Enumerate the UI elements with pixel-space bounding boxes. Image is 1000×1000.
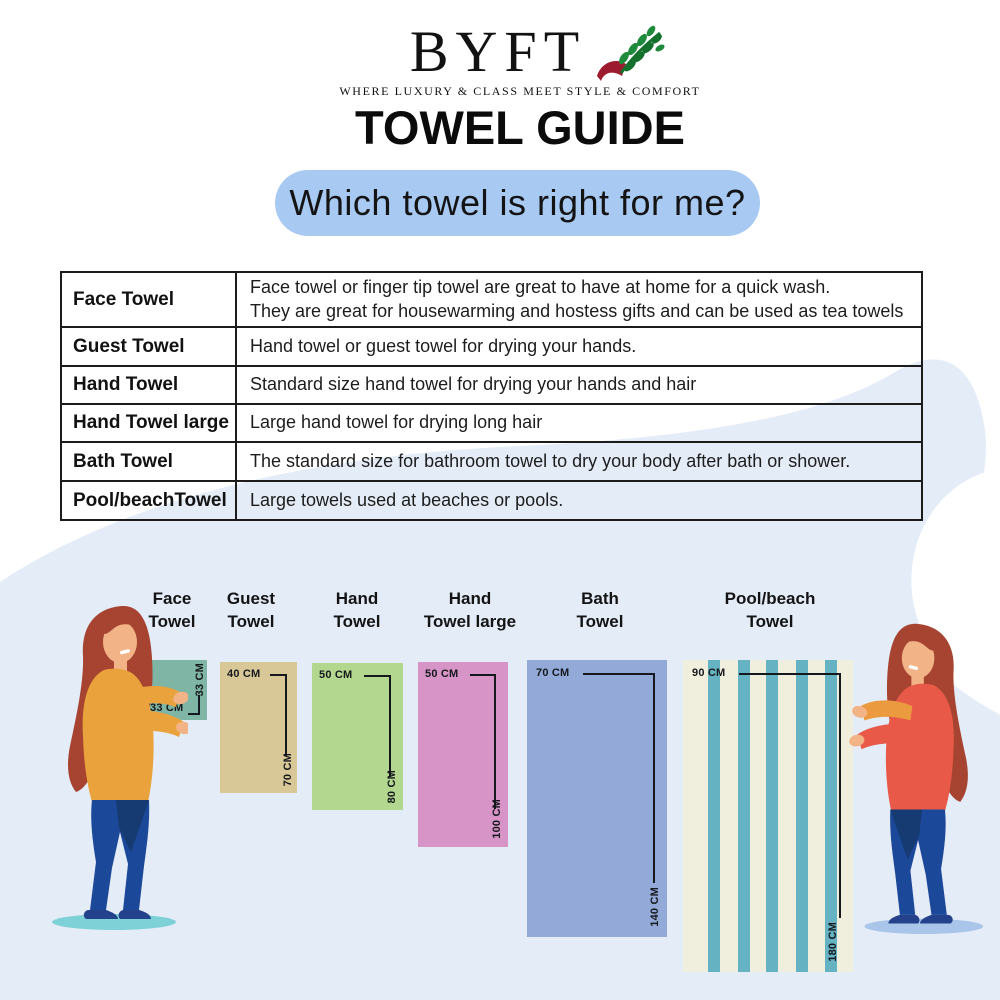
towel-type-cell: Bath Towel [62,443,237,480]
dimension-line [739,673,841,918]
table-row: Hand Towel large Large hand towel for dr… [60,403,923,443]
woman-illustration-right [849,623,984,934]
dimension-line [583,673,655,883]
dimension-line [270,674,287,756]
table-row: Guest Towel Hand towel or guest towel fo… [60,326,923,367]
dimension-line [470,674,496,809]
towel-stripe [708,660,720,972]
towel-description-cell: Hand towel or guest towel for drying you… [250,335,637,356]
size-chart-header-guest: Guest Towel [226,589,276,631]
towel-swatch-hand-large: 50 CM 100 CM [418,662,508,847]
height-dimension-label: 100 CM [491,799,503,839]
height-dimension-label: 140 CM [649,887,661,927]
brand-name: BYFT [409,19,587,84]
towel-swatch-guest: 40 CM 70 CM [220,662,297,793]
towel-swatch-hand: 50 CM 80 CM [312,663,403,810]
size-chart-header-pool: Pool/beach Towel [724,589,816,631]
towel-stripe [825,660,837,972]
towel-guide-table: Face Towel Face towel or finger tip towe… [60,271,923,521]
towel-type-cell: Pool/beachTowel [62,482,237,519]
width-dimension-label: 90 CM [692,667,726,679]
height-dimension-label: 70 CM [282,752,294,786]
brand-tagline: WHERE LUXURY & CLASS MEET STYLE & COMFOR… [339,84,701,98]
towel-description-cell: Large towels used at beaches or pools. [250,489,564,510]
dimension-line [364,675,391,777]
dimension-line [188,695,200,715]
towel-description-cell: The standard size for bathroom towel to … [250,450,851,471]
brand-logo: BYFT [38,22,1000,86]
towel-description-cell: Large hand towel for drying long hair [250,412,543,433]
width-dimension-label: 50 CM [319,669,353,681]
towel-description-cell: Face towel or finger tip towel are great… [250,276,904,321]
size-chart-header-bath: Bath Towel [576,589,624,631]
width-dimension-label: 50 CM [425,668,459,680]
towel-swatch-pool-beach: 90 CM 180 CM [683,660,853,972]
leaf-logo-icon [597,25,665,81]
towel-stripe [738,660,750,972]
towel-type-cell: Guest Towel [62,328,237,365]
towel-type-cell: Face Towel [62,273,237,326]
height-dimension-label: 33 CM [194,663,206,697]
towel-type-cell: Hand Towel large [62,405,237,441]
size-chart-header-face: Face Towel [148,589,196,631]
table-row: Bath Towel The standard size for bathroo… [60,441,923,482]
white-notch-blob [911,467,1000,703]
page-title: TOWEL GUIDE [355,101,685,154]
towel-type-cell: Hand Towel [62,367,237,403]
table-row: Hand Towel Standard size hand towel for … [60,365,923,405]
width-dimension-label: 40 CM [227,668,261,680]
towel-stripe [796,660,808,972]
table-row: Face Towel Face towel or finger tip towe… [60,271,923,328]
table-row: Pool/beachTowel Large towels used at bea… [60,480,923,521]
towel-stripe [766,660,778,972]
height-dimension-label: 180 CM [827,922,839,962]
height-dimension-label: 80 CM [386,769,398,803]
size-chart-header-hand-large: Hand Towel large [423,589,517,631]
towel-description-cell: Standard size hand towel for drying your… [250,374,697,395]
towel-swatch-bath: 70 CM 140 CM [527,660,667,937]
woman-illustration-left [52,605,188,930]
question-text: Which towel is right for me? [289,182,746,223]
question-banner: Which towel is right for me? [275,170,760,236]
size-chart-header-hand: Hand Towel [333,589,381,631]
width-dimension-label: 70 CM [536,667,570,679]
